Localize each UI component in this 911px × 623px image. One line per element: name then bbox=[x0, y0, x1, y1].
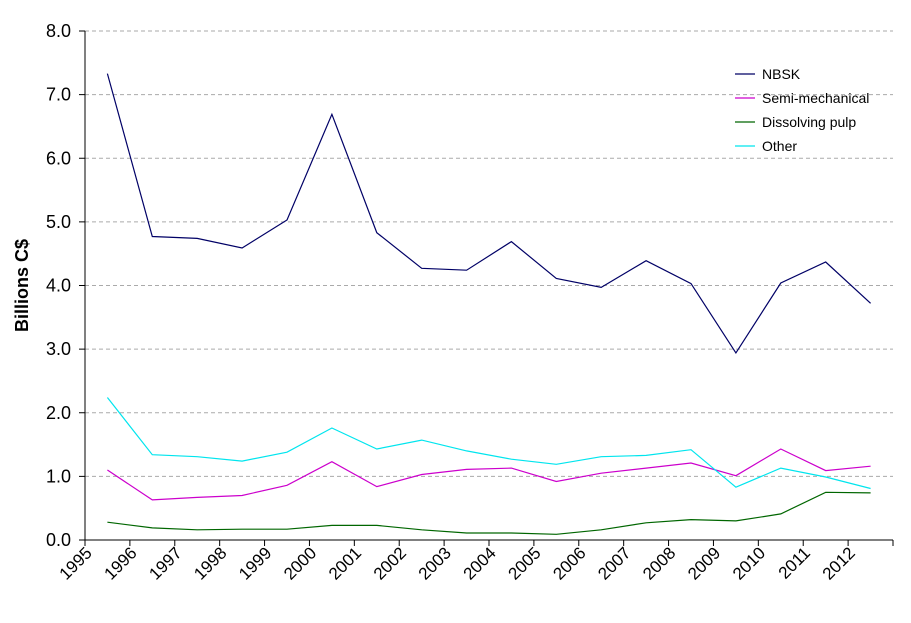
x-tick-label: 2006 bbox=[549, 543, 589, 583]
series-line-other bbox=[106, 397, 871, 490]
y-tick-labels: 0.0 1.0 2.0 3.0 4.0 5.0 6.0 7.0 8.0 bbox=[46, 21, 71, 550]
axes bbox=[79, 30, 894, 546]
y-tick-label: 7.0 bbox=[46, 85, 71, 105]
x-tick-label: 1999 bbox=[235, 543, 275, 583]
y-tick-label: 1.0 bbox=[46, 466, 71, 486]
x-tick-label: 2004 bbox=[460, 543, 500, 583]
legend: NBSK Semi-mechanical Dissolving pulp Other bbox=[735, 66, 869, 154]
x-tick-label: 2001 bbox=[325, 543, 365, 583]
y-tick-label: 5.0 bbox=[46, 212, 71, 232]
legend-label: Other bbox=[762, 138, 797, 154]
series-line-dissolving-pulp bbox=[107, 491, 871, 535]
legend-label: Dissolving pulp bbox=[762, 114, 856, 130]
x-tick-label: 2000 bbox=[280, 543, 320, 583]
x-tick-label: 2012 bbox=[819, 543, 859, 583]
legend-label: NBSK bbox=[762, 66, 801, 82]
x-tick-label: 1997 bbox=[145, 543, 185, 583]
y-tick-label: 8.0 bbox=[46, 21, 71, 41]
y-tick-label: 2.0 bbox=[46, 403, 71, 423]
x-tick-label: 2007 bbox=[594, 543, 634, 583]
x-tick-label: 2005 bbox=[505, 543, 545, 583]
series-line-semi-mechanical bbox=[107, 448, 871, 501]
x-tick-label: 2011 bbox=[775, 543, 814, 582]
series-line-nbsk bbox=[106, 73, 872, 355]
x-tick-label: 1998 bbox=[190, 543, 230, 583]
x-tick-label: 2008 bbox=[639, 543, 679, 583]
x-tick-labels: 1995 1996 1997 1998 1999 2000 2001 2002 2003 2004… bbox=[56, 543, 859, 583]
x-tick-label: 1996 bbox=[101, 543, 141, 583]
gridlines bbox=[85, 30, 893, 477]
x-tick-label: 2009 bbox=[684, 543, 724, 583]
y-tick-label: 4.0 bbox=[46, 276, 71, 296]
x-tick-label: 2010 bbox=[729, 543, 769, 583]
y-tick-label: 6.0 bbox=[46, 148, 71, 168]
y-tick-label: 3.0 bbox=[46, 339, 71, 359]
legend-label: Semi-mechanical bbox=[762, 90, 869, 106]
x-tick-label: 2002 bbox=[370, 543, 410, 583]
series-lines bbox=[106, 73, 872, 535]
y-axis-title: Billions C$ bbox=[12, 239, 32, 332]
y-tick-label: 0.0 bbox=[46, 530, 71, 550]
x-tick-label: 2003 bbox=[415, 543, 455, 583]
